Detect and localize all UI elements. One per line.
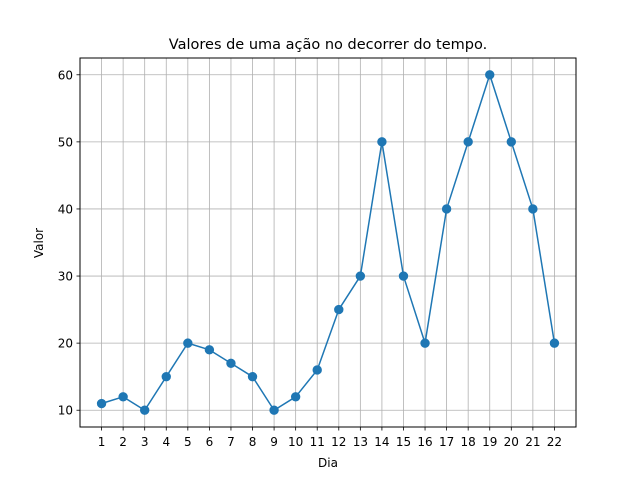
x-tick-label: 22 xyxy=(547,435,562,449)
x-tick-label: 18 xyxy=(461,435,476,449)
data-point xyxy=(119,393,127,401)
x-tick-label: 6 xyxy=(206,435,214,449)
x-tick-label: 8 xyxy=(249,435,257,449)
x-axis-title: Dia xyxy=(318,456,338,470)
y-tick-label: 30 xyxy=(58,270,73,284)
data-point xyxy=(162,372,170,380)
y-axis-title: Valor xyxy=(32,228,46,258)
y-tick-label: 50 xyxy=(58,135,73,149)
x-tick-label: 19 xyxy=(482,435,497,449)
data-point xyxy=(184,339,192,347)
x-tick-label: 20 xyxy=(504,435,519,449)
data-point xyxy=(486,71,494,79)
x-tick-label: 1 xyxy=(98,435,106,449)
x-tick-label: 21 xyxy=(525,435,540,449)
data-point xyxy=(97,399,105,407)
x-tick-label: 7 xyxy=(227,435,235,449)
data-point xyxy=(270,406,278,414)
x-tick-label: 9 xyxy=(270,435,278,449)
x-tick-label: 16 xyxy=(417,435,432,449)
data-point xyxy=(442,205,450,213)
x-tick-label: 12 xyxy=(331,435,346,449)
data-point xyxy=(248,372,256,380)
data-point xyxy=(313,366,321,374)
data-point xyxy=(507,138,515,146)
y-tick-label: 40 xyxy=(58,202,73,216)
data-point xyxy=(464,138,472,146)
x-tick-label: 5 xyxy=(184,435,192,449)
y-tick-label: 60 xyxy=(58,68,73,82)
chart-title: Valores de uma ação no decorrer do tempo… xyxy=(169,37,487,53)
y-tick-label: 20 xyxy=(58,337,73,351)
data-point xyxy=(291,393,299,401)
data-point xyxy=(550,339,558,347)
data-point xyxy=(399,272,407,280)
data-point xyxy=(140,406,148,414)
x-tick-label: 4 xyxy=(162,435,170,449)
x-tick-label: 11 xyxy=(310,435,325,449)
x-tick-label: 3 xyxy=(141,435,149,449)
x-tick-label: 10 xyxy=(288,435,303,449)
x-tick-label: 17 xyxy=(439,435,454,449)
x-tick-label: 14 xyxy=(374,435,389,449)
data-point xyxy=(205,346,213,354)
x-tick-label: 2 xyxy=(119,435,127,449)
data-point xyxy=(227,359,235,367)
data-point xyxy=(378,138,386,146)
x-tick-label: 15 xyxy=(396,435,411,449)
data-point xyxy=(421,339,429,347)
data-point xyxy=(356,272,364,280)
data-point xyxy=(529,205,537,213)
x-tick-label: 13 xyxy=(353,435,368,449)
y-tick-label: 10 xyxy=(58,404,73,418)
data-point xyxy=(335,305,343,313)
